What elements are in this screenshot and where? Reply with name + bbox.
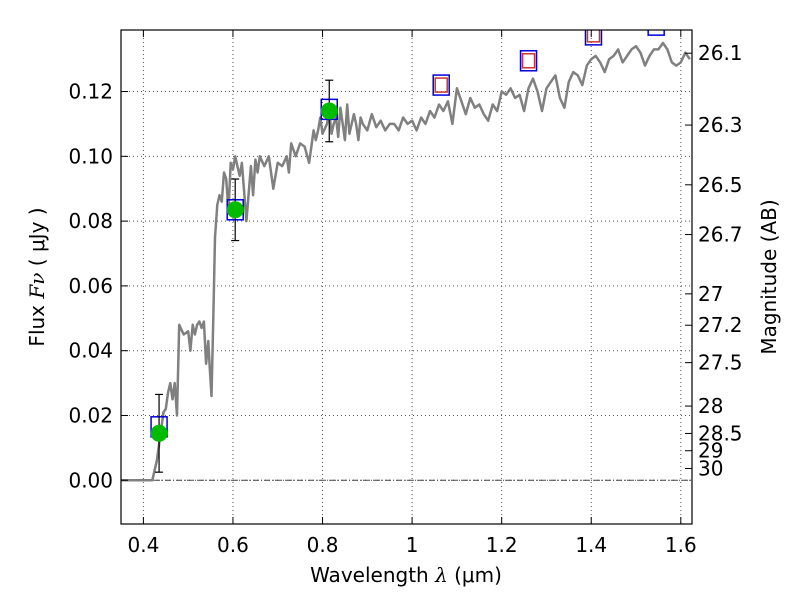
right-tick-label: 28.5: [698, 421, 743, 445]
y-tick-label: 0.06: [68, 274, 113, 298]
grid-lines: [121, 30, 692, 524]
y-tick-label: 0.04: [68, 339, 113, 363]
right-tick-label: 27.5: [698, 351, 743, 375]
y-axis-label: Flux Fν ( μJy ): [25, 207, 49, 346]
data-point: [150, 424, 168, 442]
right-tick-label: 27: [698, 282, 723, 306]
y-tick-label: 0.10: [68, 144, 113, 168]
data-point: [320, 102, 338, 120]
y-tick-label: 0.00: [68, 468, 113, 492]
x-tick-label: 1.6: [665, 533, 697, 557]
y-tick-label: 0.02: [68, 403, 113, 427]
y-tick-label: 0.12: [68, 80, 113, 104]
predicted-box: [519, 50, 538, 72]
right-tick-label: 26.3: [698, 113, 743, 137]
right-axis-label: Magnitude (AB): [757, 199, 781, 354]
x-tick-label: 0.8: [307, 533, 339, 557]
x-tick-label: 1: [406, 533, 419, 557]
predicted-inner-box: [521, 53, 536, 69]
x-tick-label: 1.4: [575, 533, 607, 557]
right-tick-label: 30: [698, 457, 723, 481]
predicted-inner-box: [586, 30, 601, 43]
right-tick-label: 26.7: [698, 223, 743, 247]
x-axis-label: Wavelength λ (μm): [310, 563, 502, 587]
right-tick-label: 26.5: [698, 173, 743, 197]
photometry-marks: [150, 30, 665, 473]
data-point: [226, 201, 244, 219]
predicted-box: [584, 30, 603, 46]
spectrum-line: [121, 41, 691, 482]
plot-frame: [120, 29, 693, 525]
x-tick-label: 1.2: [486, 533, 518, 557]
predicted-box: [432, 74, 450, 96]
x-axis-ticks: 0.4 0.6 0.8 1 1.2 1.4 1.6: [127, 30, 697, 557]
right-tick-label: 26.1: [698, 41, 743, 65]
x-tick-label: 0.6: [217, 533, 249, 557]
y-axis-ticks: 0.00 0.02 0.04 0.06 0.08 0.10 0.12: [68, 80, 128, 492]
x-tick-label: 0.4: [127, 533, 159, 557]
right-tick-label: 29: [698, 439, 723, 463]
right-tick-label: 27.2: [698, 313, 743, 337]
right-tick-label: 28: [698, 394, 723, 418]
predicted-inner-box: [434, 77, 448, 93]
y-tick-label: 0.08: [68, 209, 113, 233]
predicted-box: [647, 30, 665, 36]
